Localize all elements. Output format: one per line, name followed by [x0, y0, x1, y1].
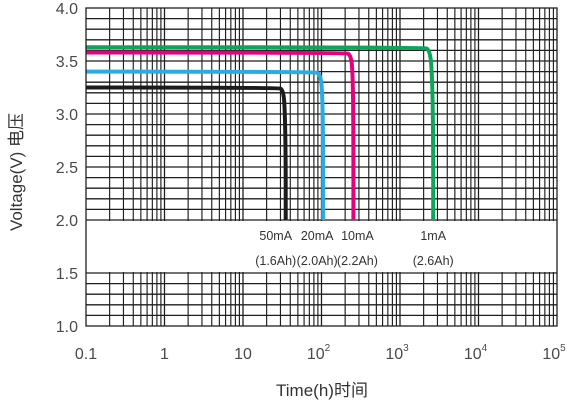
series-line-50ma: [85, 85, 288, 220]
label-band: [86, 221, 557, 272]
y-tick-labels: 1.0 1.5 2.0 2.5 3.0 3.5 4.0: [56, 1, 78, 336]
series-label-10ma: 10mA: [341, 229, 374, 243]
series-capacity-10ma: (2.2Ah): [337, 254, 378, 268]
series-capacity-20ma: (2.0Ah): [297, 254, 338, 268]
x-tick-label: 104: [464, 343, 488, 363]
series-label-20ma: 20mA: [301, 229, 334, 243]
x-axis-label: Time(h)时间: [276, 381, 368, 400]
series-capacity-1ma: (2.6Ah): [413, 254, 454, 268]
series-line-10ma: [85, 50, 356, 220]
x-tick-label: 10: [234, 346, 252, 363]
series-annotations: 50mA (1.6Ah) 20mA (2.0Ah)10mA (2.2Ah) 1mA (2.6…: [255, 229, 454, 268]
y-axis-label: Voltage(V) 电压: [7, 113, 26, 231]
series-label-1ma: 1mA: [420, 229, 446, 243]
y-tick-label: 1.5: [56, 266, 78, 283]
series-capacity-50ma: (1.6Ah): [255, 254, 296, 268]
series-label-50ma: 50mA: [259, 229, 292, 243]
y-tick-label: 3.0: [56, 107, 78, 124]
x-tick-labels: 0.1 1 10 102 103 104 105: [75, 343, 566, 363]
series-line-20ma: [85, 69, 326, 220]
y-tick-label: 1.0: [56, 319, 78, 336]
plot-frame: [85, 7, 558, 327]
series-lines: [85, 45, 436, 220]
y-tick-label: 3.5: [56, 54, 78, 71]
x-tick-label: 102: [307, 343, 331, 363]
y-tick-label: 2.0: [56, 213, 78, 230]
x-tick-label: 103: [385, 343, 409, 363]
y-tick-label: 2.5: [56, 160, 78, 177]
x-tick-label: 0.1: [75, 346, 97, 363]
y-tick-label: 4.0: [56, 1, 78, 18]
series-line-1ma: [85, 45, 436, 220]
x-tick-label: 1: [160, 346, 169, 363]
x-tick-label: 105: [542, 343, 566, 363]
